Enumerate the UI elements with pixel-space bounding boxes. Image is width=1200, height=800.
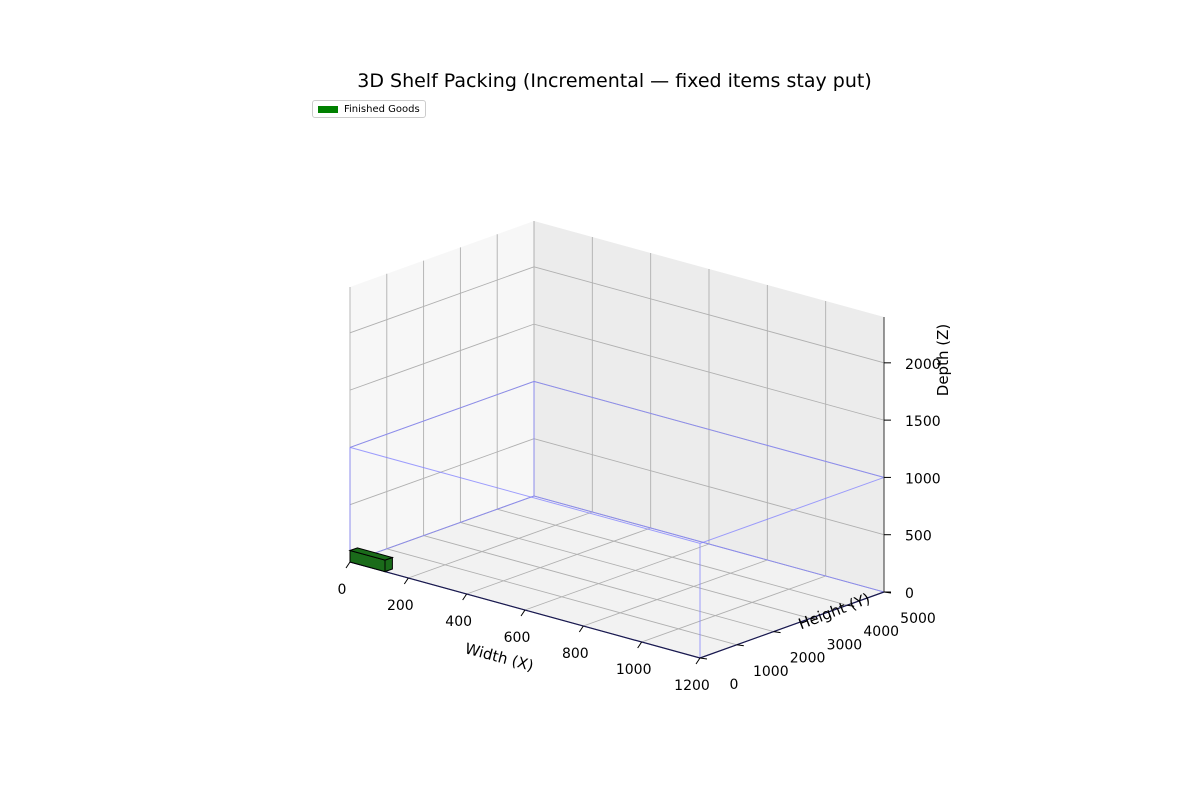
x-tick-label: 800: [562, 646, 589, 662]
y-tick: [847, 604, 855, 607]
x-tick: [345, 561, 351, 569]
x-tick-label: 200: [387, 598, 414, 614]
y-tick-label: 4000: [863, 624, 899, 640]
left-wall-gridline-z: [349, 266, 535, 334]
y-tick: [810, 617, 818, 620]
x-tick: [578, 625, 584, 633]
floor-gridline-x: [466, 527, 651, 595]
container-edge: [349, 380, 535, 448]
legend: Finished Goods: [312, 100, 426, 118]
x-tick-label: 400: [445, 614, 472, 630]
z-tick-label: 1500: [905, 414, 941, 430]
y-tick-label: 1000: [753, 664, 789, 680]
left-wall-gridline-z: [349, 323, 535, 391]
x-tick: [520, 609, 526, 617]
floor-gridline-x: [641, 575, 826, 643]
x-tick-label: 0: [338, 582, 347, 598]
floor-gridline-x: [583, 559, 768, 627]
y-tick: [773, 631, 781, 634]
floor-gridline-y: [497, 508, 848, 606]
container-edge: [349, 495, 535, 563]
x-tick: [403, 577, 409, 585]
floor-gridline-y: [460, 521, 811, 619]
y-axis-line: [699, 591, 885, 659]
y-tick-label: 5000: [900, 611, 936, 627]
z-tick-label: 500: [905, 529, 932, 545]
chart-title: 3D Shelf Packing (Incremental — fixed it…: [357, 70, 872, 92]
floor-gridline-y: [423, 535, 774, 633]
x-tick-label: 1200: [674, 678, 710, 694]
container-edge: [533, 380, 885, 478]
z-axis-label: Depth (Z): [934, 324, 952, 396]
container-edge: [699, 476, 885, 544]
x-tick: [637, 641, 643, 649]
x-tick-label: 600: [504, 630, 531, 646]
floor-gridline-x: [408, 511, 593, 579]
back-wall-gridline-z: [533, 323, 885, 421]
back-wall-gridline-z: [533, 266, 885, 364]
y-tick-label: 3000: [827, 637, 863, 653]
legend-label-finished-goods: Finished Goods: [344, 103, 420, 115]
floor-gridline-x: [524, 543, 710, 611]
x-tick-label: 1000: [616, 662, 652, 678]
y-tick-label: 2000: [790, 651, 826, 667]
packed-item-box: [348, 547, 395, 561]
y-tick: [699, 657, 708, 660]
legend-swatch-finished-goods: [318, 105, 338, 113]
floor-gridline-y: [386, 548, 737, 646]
container-edge: [349, 446, 701, 544]
back-wall-gridline-z: [533, 438, 885, 536]
container-edge: [533, 495, 885, 593]
z-tick-label: 0: [905, 586, 914, 602]
y-tick: [736, 644, 744, 647]
x-tick: [462, 593, 468, 601]
x-tick: [695, 657, 701, 665]
y-tick-label: 0: [730, 677, 739, 693]
z-tick-label: 2000: [905, 357, 941, 373]
z-tick-label: 1000: [905, 471, 941, 487]
left-wall-gridline-z: [349, 438, 535, 506]
left-wall-pane: [350, 221, 534, 562]
